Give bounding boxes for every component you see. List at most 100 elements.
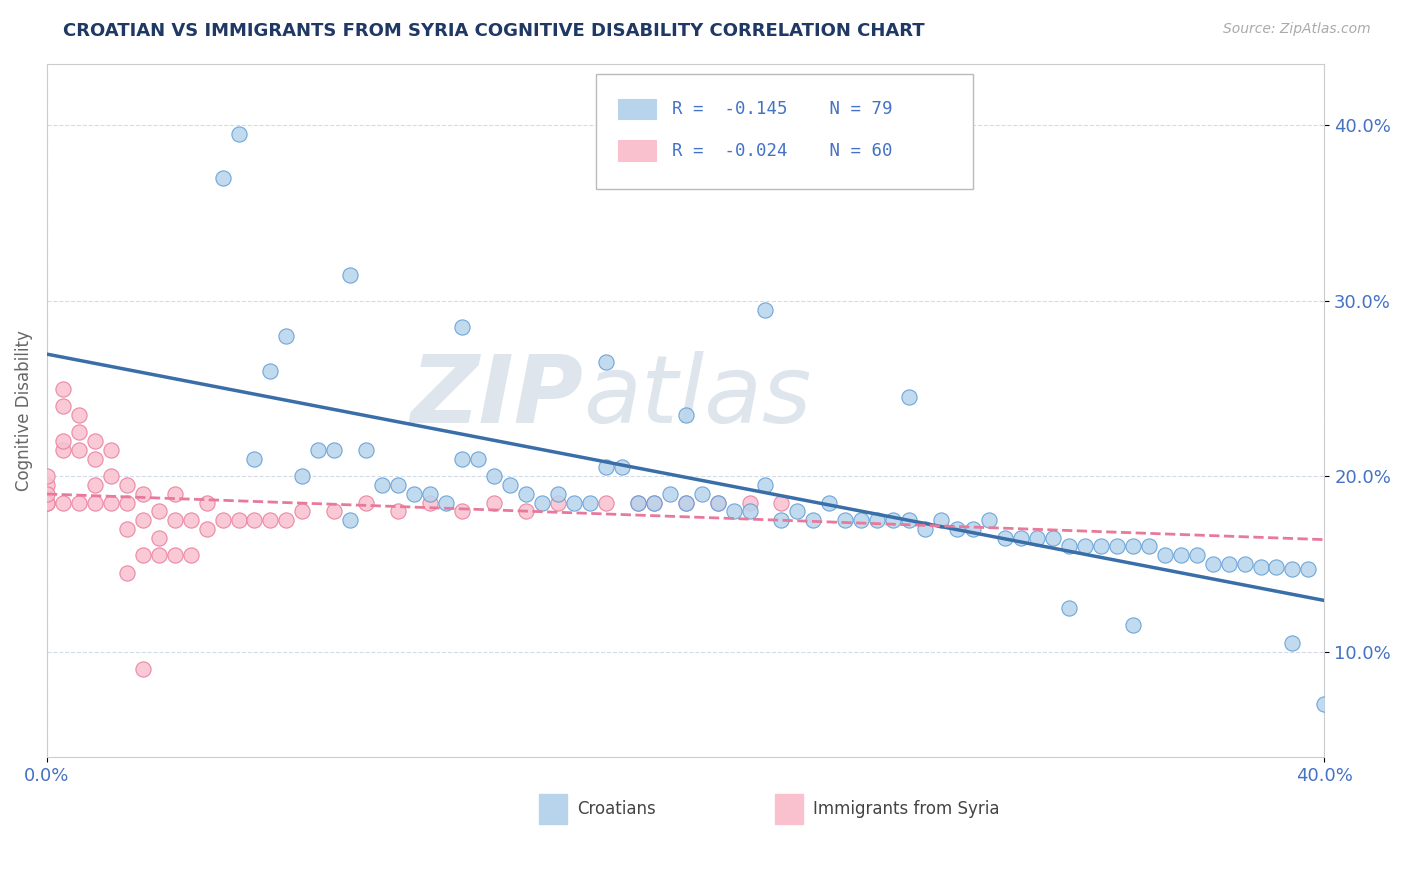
Point bbox=[803, 513, 825, 527]
Point bbox=[434, 495, 457, 509]
Point bbox=[515, 487, 537, 501]
Point bbox=[52, 442, 75, 457]
Point bbox=[180, 513, 202, 527]
Point bbox=[356, 495, 378, 509]
Point bbox=[83, 478, 105, 492]
Point bbox=[131, 662, 153, 676]
Point bbox=[67, 495, 90, 509]
Point bbox=[195, 522, 218, 536]
Point bbox=[259, 513, 281, 527]
Point bbox=[994, 531, 1017, 545]
Point bbox=[211, 513, 233, 527]
Point bbox=[1233, 557, 1256, 571]
Point bbox=[419, 495, 441, 509]
Point bbox=[882, 513, 904, 527]
Point bbox=[643, 495, 665, 509]
Point bbox=[100, 442, 122, 457]
Text: CROATIAN VS IMMIGRANTS FROM SYRIA COGNITIVE DISABILITY CORRELATION CHART: CROATIAN VS IMMIGRANTS FROM SYRIA COGNIT… bbox=[63, 22, 925, 40]
Point bbox=[595, 495, 617, 509]
Point bbox=[595, 355, 617, 369]
Point bbox=[1122, 618, 1144, 632]
Point bbox=[595, 460, 617, 475]
Point bbox=[898, 513, 921, 527]
Point bbox=[1313, 698, 1336, 712]
Point bbox=[1105, 540, 1128, 554]
Point bbox=[52, 495, 75, 509]
Point bbox=[1265, 560, 1288, 574]
Point bbox=[1218, 557, 1240, 571]
Point bbox=[307, 442, 329, 457]
Point bbox=[276, 513, 298, 527]
Point bbox=[228, 513, 250, 527]
Point bbox=[738, 504, 761, 518]
Point bbox=[451, 320, 474, 334]
Point bbox=[1153, 548, 1175, 562]
Point bbox=[131, 513, 153, 527]
Point bbox=[1298, 562, 1320, 576]
Point bbox=[163, 548, 186, 562]
Point bbox=[834, 513, 856, 527]
Point bbox=[67, 408, 90, 422]
Bar bbox=[775, 794, 803, 824]
Point bbox=[675, 408, 697, 422]
Point bbox=[499, 478, 522, 492]
Point bbox=[35, 478, 58, 492]
Point bbox=[35, 469, 58, 483]
Point bbox=[52, 382, 75, 396]
Point bbox=[276, 329, 298, 343]
Point bbox=[851, 513, 873, 527]
Point bbox=[115, 522, 138, 536]
Point bbox=[627, 495, 650, 509]
Point bbox=[818, 495, 841, 509]
Point bbox=[243, 451, 266, 466]
Point bbox=[547, 495, 569, 509]
Point bbox=[35, 487, 58, 501]
Point bbox=[467, 451, 489, 466]
Point bbox=[52, 434, 75, 449]
Point bbox=[610, 460, 633, 475]
Point bbox=[259, 364, 281, 378]
Bar bbox=[619, 99, 657, 120]
Point bbox=[404, 487, 426, 501]
Point bbox=[770, 513, 793, 527]
Point bbox=[1090, 540, 1112, 554]
Point bbox=[977, 513, 1000, 527]
Point bbox=[723, 504, 745, 518]
Point bbox=[131, 548, 153, 562]
Text: Immigrants from Syria: Immigrants from Syria bbox=[814, 800, 1000, 818]
Point bbox=[195, 495, 218, 509]
Point bbox=[579, 495, 602, 509]
Point bbox=[35, 495, 58, 509]
Point bbox=[914, 522, 936, 536]
Point bbox=[115, 495, 138, 509]
Point bbox=[706, 495, 728, 509]
Point bbox=[163, 487, 186, 501]
Point bbox=[1170, 548, 1192, 562]
Point bbox=[52, 399, 75, 413]
Y-axis label: Cognitive Disability: Cognitive Disability bbox=[15, 330, 32, 491]
Point bbox=[530, 495, 553, 509]
Point bbox=[929, 513, 952, 527]
Bar bbox=[619, 140, 657, 161]
Point bbox=[419, 487, 441, 501]
Point bbox=[35, 495, 58, 509]
Point bbox=[515, 504, 537, 518]
Point bbox=[211, 171, 233, 186]
Point bbox=[547, 487, 569, 501]
Point bbox=[67, 442, 90, 457]
Point bbox=[1026, 531, 1049, 545]
Point bbox=[228, 127, 250, 141]
Point bbox=[148, 504, 170, 518]
Text: Croatians: Croatians bbox=[576, 800, 655, 818]
Point bbox=[356, 442, 378, 457]
Text: ZIP: ZIP bbox=[411, 351, 583, 442]
Point bbox=[323, 442, 346, 457]
Point bbox=[387, 504, 409, 518]
Point bbox=[1122, 540, 1144, 554]
Point bbox=[371, 478, 394, 492]
Point bbox=[1057, 540, 1080, 554]
Point bbox=[83, 495, 105, 509]
Point bbox=[1010, 531, 1032, 545]
Point bbox=[1137, 540, 1160, 554]
Point bbox=[1074, 540, 1097, 554]
